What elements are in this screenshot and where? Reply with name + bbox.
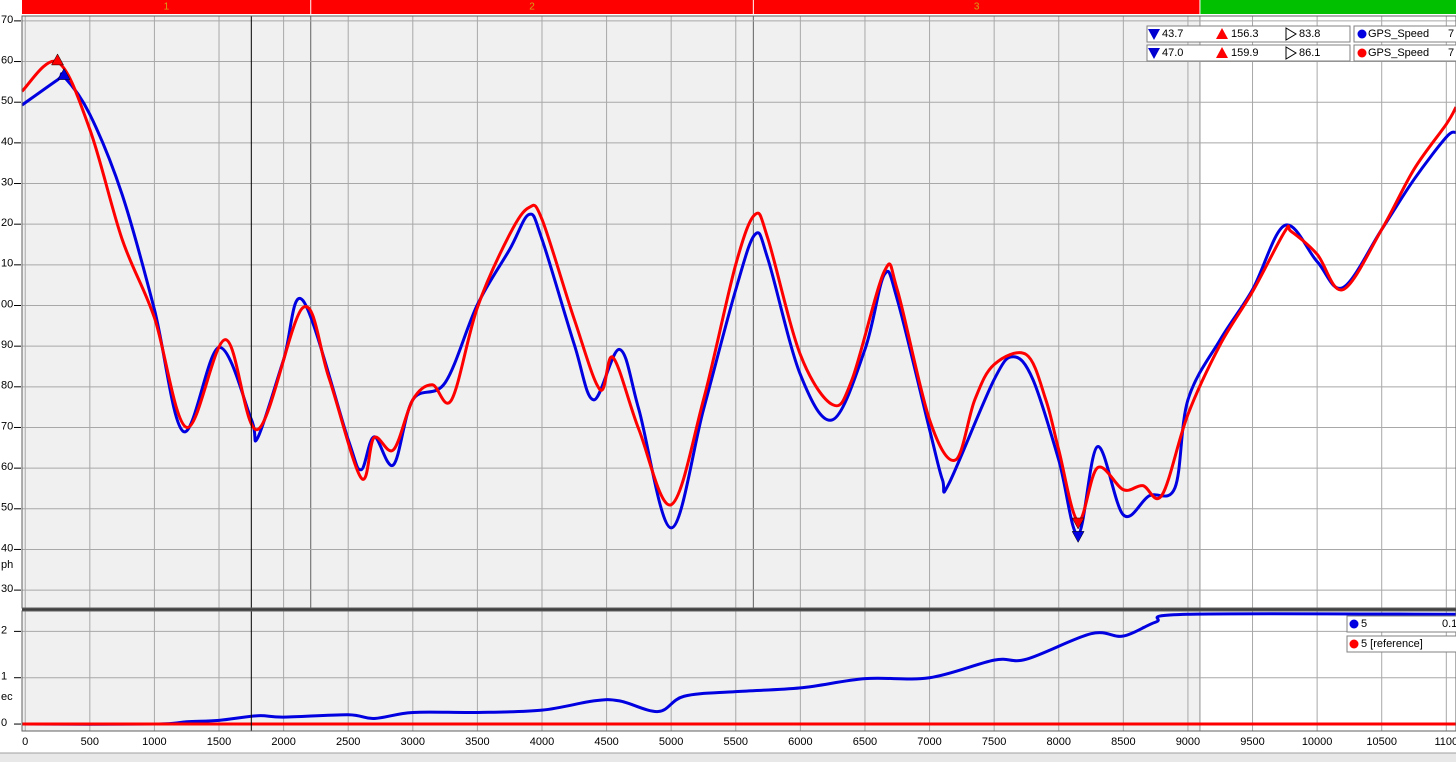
y-tick-label: 90	[1, 339, 13, 351]
y-tick-label: 80	[1, 380, 13, 392]
legend-icon	[1148, 48, 1160, 59]
y-axis-label: ec	[1, 691, 13, 703]
legend-avg: 83.8	[1299, 28, 1320, 40]
y-tick-label: 40	[1, 136, 13, 148]
y-tick-label: 40	[1, 542, 13, 554]
x-tick-label: 1100	[1434, 736, 1456, 748]
legend-value: 0.1	[1442, 618, 1456, 630]
tab-strip	[0, 753, 1456, 762]
y-tick-label: 10	[1, 258, 13, 270]
x-tick-label: 6500	[853, 736, 877, 748]
x-tick-label: 2500	[336, 736, 360, 748]
lap-shade	[22, 16, 1200, 608]
y-tick-label: 30	[1, 176, 13, 188]
segment	[22, 0, 311, 14]
legend-max: 159.9	[1231, 47, 1259, 59]
series-line	[21, 612, 1456, 726]
y-tick-label: 50	[1, 502, 13, 514]
y-tick-label: 20	[1, 217, 13, 229]
segment-label: 1	[164, 2, 170, 13]
x-tick-label: 7000	[917, 736, 941, 748]
series-line	[21, 72, 1456, 536]
y-tick-label: 1	[1, 671, 7, 683]
legend-icon	[1285, 46, 1297, 60]
legend-avg: 86.1	[1299, 47, 1320, 59]
y-tick-label: 00	[1, 298, 13, 310]
x-tick-label: 7500	[982, 736, 1006, 748]
x-tick-label: 3500	[465, 736, 489, 748]
x-tick-label: 1500	[207, 736, 231, 748]
x-tick-label: 4500	[594, 736, 618, 748]
x-tick-label: 9500	[1240, 736, 1264, 748]
legend-stats-box	[1146, 25, 1351, 43]
segment	[1199, 0, 1456, 14]
x-tick-label: 9000	[1176, 736, 1200, 748]
x-tick-label: 1000	[142, 736, 166, 748]
legend-min: 47.0	[1162, 47, 1183, 59]
x-tick-label: 5500	[724, 736, 748, 748]
x-tick-label: 5000	[659, 736, 683, 748]
legend-name: 5 [reference]	[1361, 638, 1423, 650]
y-tick-label: 0	[1, 717, 7, 729]
x-tick-label: 6000	[788, 736, 812, 748]
x-tick-label: 10500	[1366, 736, 1397, 748]
y-tick-label: 60	[1, 461, 13, 473]
segment	[753, 0, 1200, 14]
legend-name: 5	[1361, 618, 1367, 630]
grid	[22, 16, 1456, 731]
x-tick-label: 2000	[271, 736, 295, 748]
min-marker	[1071, 517, 1085, 530]
legend-name: GPS_Speed	[1368, 28, 1429, 40]
legend-min: 43.7	[1162, 28, 1183, 40]
legend-value: 7	[1448, 28, 1454, 40]
y-axis-label: ph	[1, 559, 13, 571]
legend-max: 156.3	[1231, 28, 1259, 40]
legend-box	[1346, 615, 1456, 633]
legend-swatch	[1349, 639, 1359, 649]
legend-icon	[1216, 47, 1228, 58]
x-tick-label: 8500	[1111, 736, 1135, 748]
x-tick-label: 3000	[401, 736, 425, 748]
lines	[20, 59, 1456, 726]
min-marker	[1071, 531, 1085, 543]
x-tick-label: 0	[22, 736, 28, 748]
y-tick-label: 70	[1, 14, 13, 26]
legend-swatch	[1357, 29, 1367, 39]
legends: 43.7 156.3 83.8 GPS_Speed 7 47.0 159.9 86.1 GPS_…	[1146, 25, 1456, 653]
y-tick-label: 2	[1, 624, 7, 636]
legend-stats-box	[1146, 44, 1351, 62]
legend-box	[1346, 635, 1456, 653]
x-tick-label: 4000	[530, 736, 554, 748]
legend-value: 7	[1448, 47, 1454, 59]
max-marker	[51, 53, 64, 66]
lap-shade	[22, 611, 1200, 731]
x-tick-label: 500	[81, 736, 99, 748]
segment-label: 3	[974, 2, 980, 13]
y-tick-label: 70	[1, 420, 13, 432]
max-marker	[57, 68, 71, 80]
legend-swatch	[1357, 48, 1367, 58]
y-tick-label: 60	[1, 54, 13, 66]
x-tick-label: 10000	[1302, 736, 1333, 748]
legend-icon	[1216, 28, 1228, 39]
y-tick-label: 50	[1, 95, 13, 107]
legend-name-box	[1353, 25, 1456, 43]
segment-label: 2	[529, 2, 535, 13]
legend-swatch	[1349, 619, 1359, 629]
legend-icon	[1148, 29, 1160, 40]
segment	[310, 0, 754, 14]
main-frame	[21, 15, 1456, 609]
series-line	[20, 59, 1456, 523]
legend-icon	[1285, 27, 1297, 41]
legend-name-box	[1353, 44, 1456, 62]
lower-frame	[21, 610, 1456, 732]
x-tick-label: 8000	[1047, 736, 1071, 748]
legend-name: GPS_Speed	[1368, 47, 1429, 59]
y-tick-label: 30	[1, 583, 13, 595]
